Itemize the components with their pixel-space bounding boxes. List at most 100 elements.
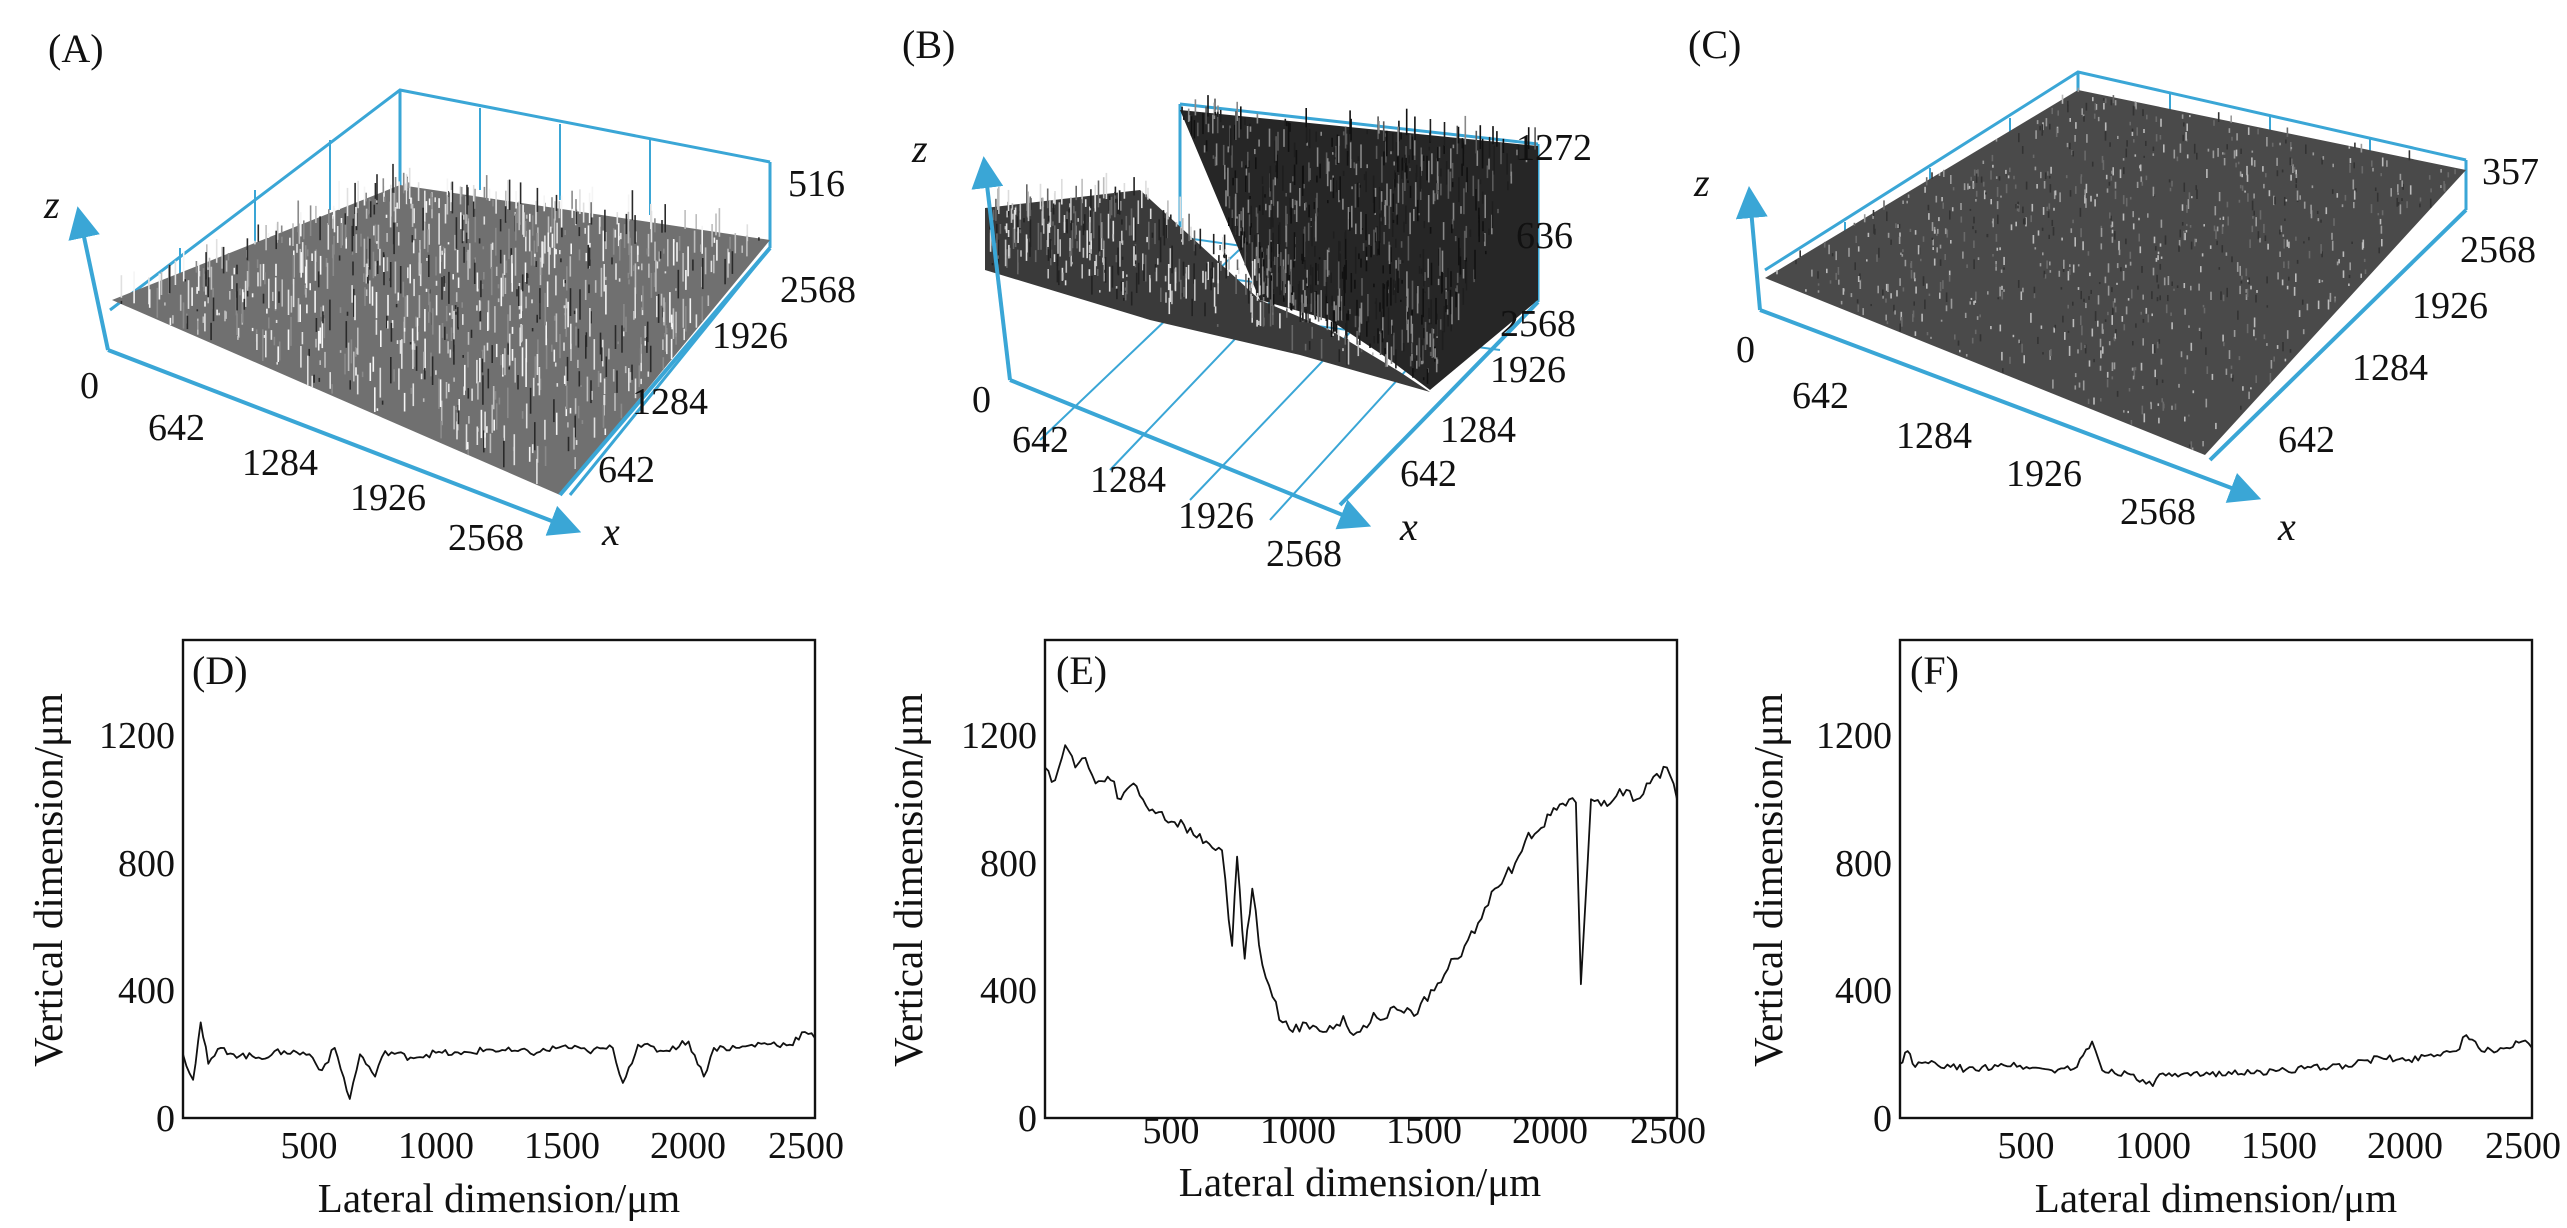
panel-b-z-axis [971,156,1012,381]
panel-c-y-axis [2208,208,2468,462]
panel-e-letter: (E) [1056,648,1107,693]
panel-e-x-tick-4: 2500 [1630,1110,1706,1152]
panel-d-profile-line [182,1021,816,1100]
panel-c-x-tick-0: 0 [1736,329,1755,371]
panel-f-plot-frame [1898,638,2534,1120]
panel-a-3d-surface: (A) z x 0 642 1284 1926 2568 642 1284 19… [43,26,856,559]
panel-a-surface [112,185,770,495]
panel-c-x-label: x [2277,504,2296,549]
panel-c-z-label: z [1693,160,1710,205]
panel-a-x-tick-4: 2568 [448,517,524,559]
panel-f-x-tick-1: 1000 [2115,1125,2191,1167]
panel-c-x-tick-3: 1926 [2006,453,2082,495]
panel-f-x-tick-4: 2500 [2485,1125,2561,1167]
panel-a-y-axis [558,246,772,497]
panel-e-x-tick-3: 2000 [1512,1110,1588,1152]
panel-e-y-ticks: 0 400 800 1200 [961,715,1037,1140]
panel-e-y-tick-3: 1200 [961,715,1037,757]
panel-e-y-axis-label: Vertical dimension/μm [885,693,931,1067]
panel-b-x-tick-1: 642 [1012,419,1069,461]
panel-f-letter: (F) [1910,648,1959,693]
panel-e-y-tick-2: 800 [980,843,1037,885]
panel-b-y-tick-3: 2568 [1500,303,1576,345]
panel-c-3d-surface: (C) z x 0 642 1284 1926 2568 642 1284 19… [1688,22,2539,549]
panel-d-y-tick-2: 800 [118,843,175,885]
panel-e-y-tick-0: 0 [1018,1098,1037,1140]
panel-f-profile-line [1899,1034,2533,1087]
panel-f-y-axis-label: Vertical dimension/μm [1745,693,1791,1067]
panel-c-z-tick-0: 357 [2482,151,2539,193]
panel-a-x-label: x [601,509,620,554]
panel-f-y-tick-3: 1200 [1816,715,1892,757]
panel-f-y-ticks: 0 400 800 1200 [1816,715,1892,1140]
panel-d-x-tick-2: 1500 [524,1125,600,1167]
panel-b-z-tick-1: 1272 [1516,127,1592,169]
panel-a-x-tick-2: 1284 [242,442,318,484]
panel-b-x-tick-2: 1284 [1090,459,1166,501]
panel-f-y-tick-1: 400 [1835,970,1892,1012]
panel-a-x-tick-0: 0 [80,365,99,407]
panel-a-y-tick-3: 2568 [780,269,856,311]
panel-a-z-label: z [43,182,60,227]
panel-b-surface-texture [989,95,1536,384]
panel-a-y-tick-2: 1926 [712,315,788,357]
panel-a-x-tick-3: 1926 [350,477,426,519]
panel-d-letter: (D) [192,648,248,693]
panel-a-z-axis [68,206,110,351]
panel-d-y-tick-0: 0 [156,1098,175,1140]
panel-c-letter: (C) [1688,22,1741,67]
panel-f-x-tick-2: 1500 [2241,1125,2317,1167]
panel-f-x-ticks: 500 1000 1500 2000 2500 [1998,1125,2562,1167]
panel-c-x-axis [1759,308,2262,503]
panel-b-y-tick-1: 1284 [1440,409,1516,451]
panel-b-x-axis [1009,378,1372,530]
panel-d-x-ticks: 500 1000 1500 2000 2500 [281,1125,845,1167]
panel-e-x-axis-label: Lateral dimension/μm [1179,1159,1542,1205]
panel-d-y-tick-1: 400 [118,970,175,1012]
panel-e-y-tick-1: 400 [980,970,1037,1012]
panel-b-z-tick-0: 636 [1516,215,1573,257]
panel-b-surface-low-region [985,190,1430,392]
panel-b-3d-surface: (B) z x 0 642 1284 1926 2568 642 1284 19… [902,22,1592,575]
panel-d-x-tick-3: 2000 [650,1125,726,1167]
panel-d-x-tick-4: 2500 [768,1125,844,1167]
panel-c-z-axis [1735,186,1768,311]
panel-a-letter: (A) [48,26,104,71]
panel-c-x-tick-1: 642 [1792,375,1849,417]
panel-b-z-label: z [911,126,928,171]
panel-a-surface-texture [120,163,760,484]
panel-c-y-tick-1: 1284 [2352,347,2428,389]
panel-f-x-tick-0: 500 [1998,1125,2055,1167]
panel-a-x-axis [107,348,582,536]
panel-d-y-ticks: 0 400 800 1200 [99,715,175,1140]
panel-f-x-tick-3: 2000 [2367,1125,2443,1167]
panel-b-letter: (B) [902,22,955,67]
panel-b-x-tick-0: 0 [972,379,991,421]
panel-f-line-chart: (F) 0 400 800 1200 500 1000 1500 2000 25… [1745,638,2562,1221]
panel-d-plot-frame [181,638,817,1120]
panel-f-x-axis-label: Lateral dimension/μm [2035,1175,2398,1221]
panel-c-y-tick-3: 2568 [2460,229,2536,271]
panel-d-line-chart: (D) 0 400 800 1200 500 1000 1500 2000 25… [25,638,845,1221]
panel-f-y-tick-0: 0 [1873,1098,1892,1140]
panel-b-x-tick-3: 1926 [1178,495,1254,537]
panel-e-profile-line [1044,744,1678,1036]
panel-d-y-axis-label: Vertical dimension/μm [25,693,71,1067]
panel-e-x-tick-0: 500 [1143,1110,1200,1152]
panel-d-x-axis-label: Lateral dimension/μm [318,1175,681,1221]
panel-b-back-top-edge [1179,102,1539,146]
panel-d-x-tick-0: 500 [281,1125,338,1167]
panel-c-y-tick-0: 642 [2278,419,2335,461]
panel-b-y-tick-0: 642 [1400,453,1457,495]
panel-c-x-tick-2: 1284 [1896,415,1972,457]
panel-a-y-tick-0: 642 [598,449,655,491]
panel-c-x-tick-4: 2568 [2120,491,2196,533]
panel-a-z-tick-0: 516 [788,163,845,205]
panel-b-y-axis [1338,300,1540,507]
panel-a-y-tick-1: 1284 [632,381,708,423]
panel-a-x-tick-1: 642 [148,407,205,449]
panel-b-x-label: x [1399,504,1418,549]
panel-d-x-tick-1: 1000 [398,1125,474,1167]
panel-e-x-tick-2: 1500 [1386,1110,1462,1152]
